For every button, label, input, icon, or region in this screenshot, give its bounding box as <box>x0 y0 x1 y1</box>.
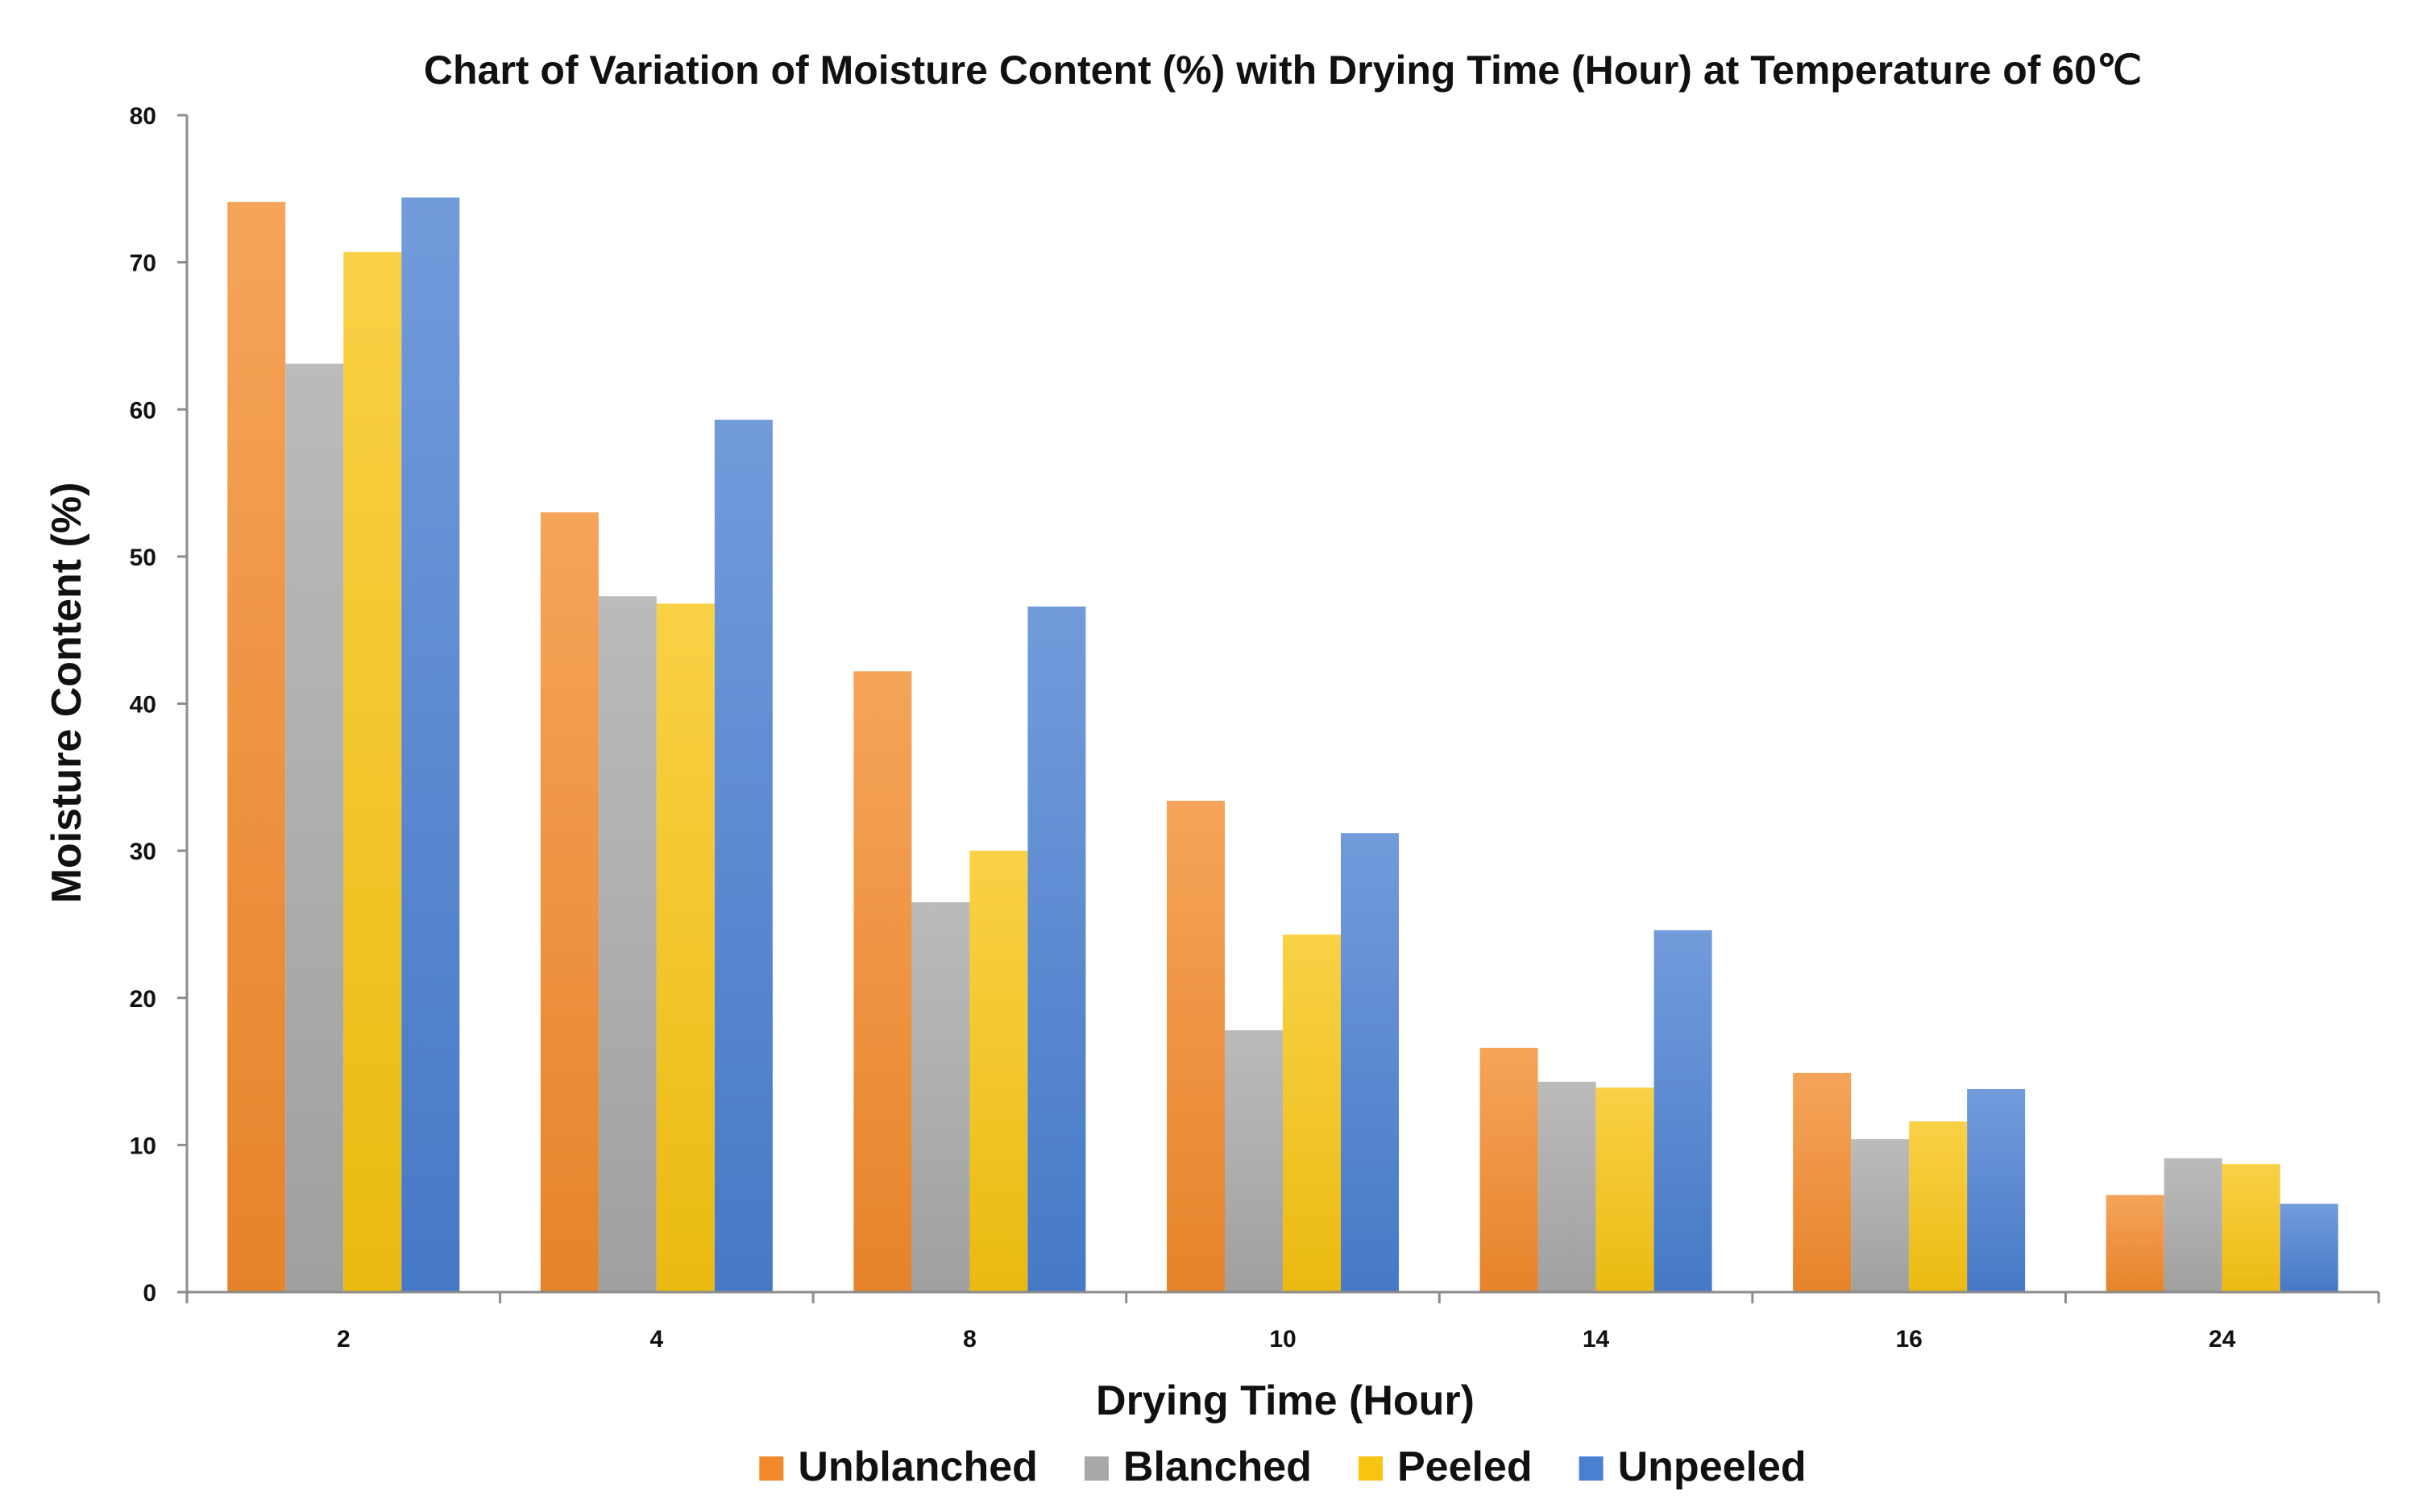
x-tick-label: 14 <box>1583 1326 1610 1353</box>
bar-series-group <box>227 197 2338 1293</box>
bar-blanched-8 <box>911 902 970 1292</box>
bar-unblanched-2 <box>227 201 286 1292</box>
y-tick-label: 20 <box>130 986 156 1013</box>
bar-peeled-2 <box>343 251 402 1292</box>
x-axis-ticks: 2 4 8 10 14 16 24 <box>185 1292 2380 1353</box>
legend-item-unblanched: Unblanched <box>759 1444 1038 1490</box>
legend-label: Blanched <box>1123 1444 1312 1490</box>
bar-unpeeled-10 <box>1341 833 1399 1292</box>
bar-blanched-24 <box>2164 1158 2222 1292</box>
y-tick-label: 0 <box>143 1280 156 1307</box>
x-tick-label: 24 <box>2209 1326 2236 1353</box>
x-tick-label: 16 <box>1895 1326 1922 1353</box>
bar-blanched-4 <box>598 596 657 1292</box>
legend-item-blanched: Blanched <box>1084 1444 1312 1490</box>
legend-label: Unpeeled <box>1618 1444 1807 1490</box>
bar-unblanched-8 <box>853 671 912 1292</box>
y-tick-label: 40 <box>130 692 156 719</box>
y-tick-label: 70 <box>130 251 156 277</box>
legend-swatch <box>1084 1456 1109 1481</box>
bar-unblanched-4 <box>540 512 599 1292</box>
bar-unpeeled-4 <box>714 420 773 1293</box>
chart-title: Chart of Variation of Moisture Content (… <box>424 48 2142 93</box>
legend-swatch <box>1358 1456 1383 1481</box>
legend-item-peeled: Peeled <box>1358 1444 1533 1490</box>
bar-peeled-14 <box>1595 1087 1654 1292</box>
y-tick-label: 60 <box>130 397 156 424</box>
y-tick-label: 10 <box>130 1133 156 1159</box>
bar-peeled-10 <box>1283 934 1341 1292</box>
bar-blanched-10 <box>1225 1029 1283 1292</box>
bar-unblanched-10 <box>1167 801 1225 1292</box>
x-tick-label: 8 <box>963 1326 977 1353</box>
x-tick-label: 10 <box>1269 1326 1296 1353</box>
bar-unblanched-16 <box>1793 1072 1852 1292</box>
y-axis-ticks: 0 10 20 30 40 50 60 70 80 <box>130 103 187 1307</box>
bar-peeled-8 <box>969 851 1028 1292</box>
bar-unpeeled-8 <box>1027 606 1086 1292</box>
y-axis-label: Moisture Content (%) <box>44 483 90 904</box>
legend-swatch <box>1579 1456 1604 1481</box>
bar-blanched-16 <box>1851 1139 1910 1292</box>
bar-peeled-24 <box>2222 1164 2280 1292</box>
x-axis-label: Drying Time (Hour) <box>1096 1377 1475 1424</box>
bar-peeled-4 <box>656 603 715 1292</box>
y-tick-label: 30 <box>130 839 156 865</box>
bar-unblanched-14 <box>1479 1047 1538 1292</box>
bar-peeled-16 <box>1909 1121 1968 1292</box>
legend-label: Unblanched <box>798 1444 1038 1490</box>
bar-blanched-2 <box>285 363 344 1293</box>
bar-unpeeled-16 <box>1967 1088 2026 1292</box>
bar-unpeeled-2 <box>401 197 460 1292</box>
legend: Unblanched Blanched Peeled Unpeeled <box>759 1444 1807 1490</box>
legend-swatch <box>759 1456 784 1481</box>
bar-blanched-14 <box>1537 1081 1596 1292</box>
legend-item-unpeeled: Unpeeled <box>1579 1444 1807 1490</box>
x-tick-label: 2 <box>337 1326 351 1353</box>
bar-unpeeled-24 <box>2280 1203 2338 1292</box>
y-tick-label: 80 <box>130 103 156 130</box>
legend-label: Peeled <box>1397 1444 1533 1490</box>
bar-unpeeled-14 <box>1653 930 1712 1292</box>
bar-unblanched-24 <box>2106 1195 2164 1292</box>
y-tick-label: 50 <box>130 545 156 571</box>
x-tick-label: 4 <box>650 1326 664 1353</box>
